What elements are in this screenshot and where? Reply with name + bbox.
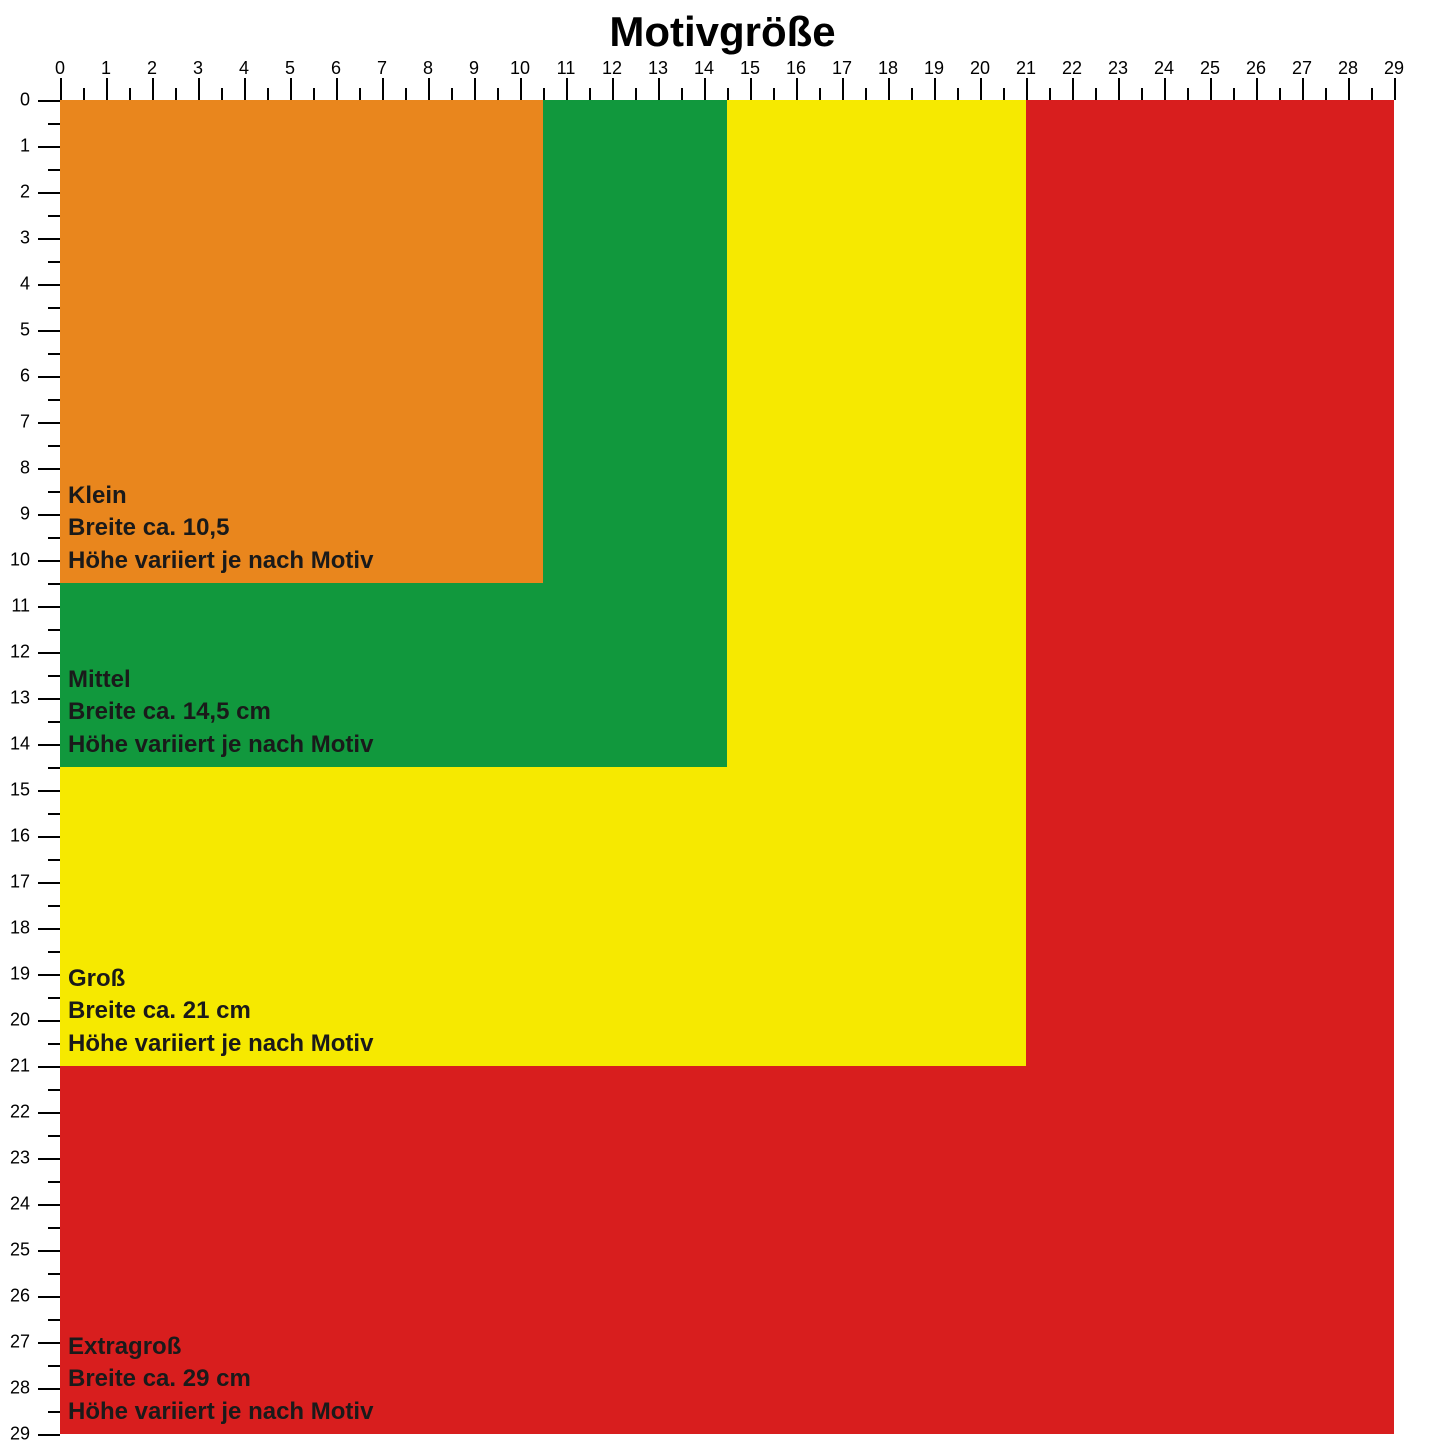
size-block-label-line: Klein bbox=[68, 480, 373, 512]
ruler-tick-label: 4 bbox=[239, 58, 249, 79]
ruler-tick-label: 4 bbox=[20, 274, 30, 295]
ruler-tick-label: 22 bbox=[1062, 58, 1082, 79]
ruler-tick-label: 29 bbox=[1384, 58, 1404, 79]
ruler-tick-label: 7 bbox=[377, 58, 387, 79]
ruler-tick-label: 3 bbox=[193, 58, 203, 79]
ruler-tick-label: 25 bbox=[1200, 58, 1220, 79]
ruler-tick-label: 20 bbox=[970, 58, 990, 79]
ruler-tick-label: 5 bbox=[20, 320, 30, 341]
size-block-label-line: Höhe variiert je nach Motiv bbox=[68, 1028, 373, 1060]
ruler-vertical: 0123456789101112131415161718192021222324… bbox=[10, 100, 60, 1454]
size-block-label: ExtragroßBreite ca. 29 cmHöhe variiert j… bbox=[68, 1331, 373, 1428]
size-block-label: MittelBreite ca. 14,5 cmHöhe variiert je… bbox=[68, 664, 373, 761]
size-block-label-line: Höhe variiert je nach Motiv bbox=[68, 729, 373, 761]
ruler-tick-label: 23 bbox=[10, 1148, 30, 1169]
size-block-label-line: Breite ca. 21 cm bbox=[68, 995, 373, 1027]
ruler-tick-label: 10 bbox=[10, 550, 30, 571]
ruler-tick-label: 11 bbox=[11, 596, 30, 617]
ruler-tick-label: 1 bbox=[101, 58, 111, 79]
ruler-horizontal: 0123456789101112131415161718192021222324… bbox=[60, 60, 1414, 100]
ruler-tick-label: 9 bbox=[20, 504, 30, 525]
size-block-label-line: Extragroß bbox=[68, 1331, 373, 1363]
ruler-tick-label: 13 bbox=[10, 688, 30, 709]
ruler-tick-label: 5 bbox=[285, 58, 295, 79]
ruler-tick-label: 0 bbox=[20, 90, 30, 111]
ruler-tick-label: 11 bbox=[557, 58, 576, 79]
ruler-tick-label: 19 bbox=[924, 58, 944, 79]
size-block-label-line: Höhe variiert je nach Motiv bbox=[68, 1396, 373, 1428]
ruler-tick-label: 20 bbox=[10, 1010, 30, 1031]
ruler-tick-label: 28 bbox=[1338, 58, 1358, 79]
size-block-label-line: Breite ca. 10,5 bbox=[68, 512, 373, 544]
ruler-tick-label: 12 bbox=[10, 642, 30, 663]
ruler-tick-label: 8 bbox=[423, 58, 433, 79]
ruler-tick-label: 10 bbox=[510, 58, 530, 79]
ruler-tick-label: 23 bbox=[1108, 58, 1128, 79]
size-block-klein: KleinBreite ca. 10,5Höhe variiert je nac… bbox=[60, 100, 543, 583]
ruler-tick-label: 3 bbox=[20, 228, 30, 249]
ruler-tick-label: 18 bbox=[878, 58, 898, 79]
ruler-tick-label: 15 bbox=[10, 780, 30, 801]
ruler-tick-label: 6 bbox=[20, 366, 30, 387]
ruler-tick-label: 14 bbox=[694, 58, 714, 79]
ruler-tick-label: 2 bbox=[147, 58, 157, 79]
ruler-tick-label: 25 bbox=[10, 1240, 30, 1261]
size-block-label-line: Mittel bbox=[68, 664, 373, 696]
ruler-tick-label: 28 bbox=[10, 1378, 30, 1399]
ruler-tick-label: 24 bbox=[1154, 58, 1174, 79]
ruler-tick-label: 17 bbox=[10, 872, 30, 893]
ruler-tick-label: 19 bbox=[10, 964, 30, 985]
ruler-tick-label: 15 bbox=[740, 58, 760, 79]
ruler-tick-label: 18 bbox=[10, 918, 30, 939]
ruler-tick-label: 27 bbox=[10, 1332, 30, 1353]
size-block-label-line: Breite ca. 14,5 cm bbox=[68, 696, 373, 728]
ruler-tick-label: 14 bbox=[10, 734, 30, 755]
ruler-tick-label: 6 bbox=[331, 58, 341, 79]
ruler-tick-label: 2 bbox=[20, 182, 30, 203]
size-block-label-line: Höhe variiert je nach Motiv bbox=[68, 545, 373, 577]
size-block-label-line: Breite ca. 29 cm bbox=[68, 1363, 373, 1395]
ruler-tick-label: 12 bbox=[602, 58, 622, 79]
ruler-tick-label: 21 bbox=[10, 1056, 30, 1077]
ruler-tick-label: 29 bbox=[10, 1424, 30, 1445]
ruler-tick-label: 13 bbox=[648, 58, 668, 79]
ruler-tick-label: 7 bbox=[20, 412, 30, 433]
ruler-tick-label: 21 bbox=[1016, 58, 1036, 79]
ruler-tick-label: 1 bbox=[20, 136, 30, 157]
ruler-tick-label: 17 bbox=[832, 58, 852, 79]
ruler-tick-label: 24 bbox=[10, 1194, 30, 1215]
size-chart: ExtragroßBreite ca. 29 cmHöhe variiert j… bbox=[60, 100, 1394, 1434]
ruler-tick-label: 22 bbox=[10, 1102, 30, 1123]
ruler-tick-label: 26 bbox=[10, 1286, 30, 1307]
ruler-tick-label: 8 bbox=[20, 458, 30, 479]
ruler-tick-label: 16 bbox=[10, 826, 30, 847]
ruler-tick-label: 0 bbox=[55, 58, 65, 79]
page-title: Motivgröße bbox=[0, 8, 1445, 56]
size-block-label-line: Groß bbox=[68, 963, 373, 995]
size-block-label: KleinBreite ca. 10,5Höhe variiert je nac… bbox=[68, 480, 373, 577]
ruler-tick-label: 9 bbox=[469, 58, 479, 79]
ruler-tick-label: 16 bbox=[786, 58, 806, 79]
ruler-tick-label: 26 bbox=[1246, 58, 1266, 79]
ruler-tick-label: 27 bbox=[1292, 58, 1312, 79]
size-block-label: GroßBreite ca. 21 cmHöhe variiert je nac… bbox=[68, 963, 373, 1060]
